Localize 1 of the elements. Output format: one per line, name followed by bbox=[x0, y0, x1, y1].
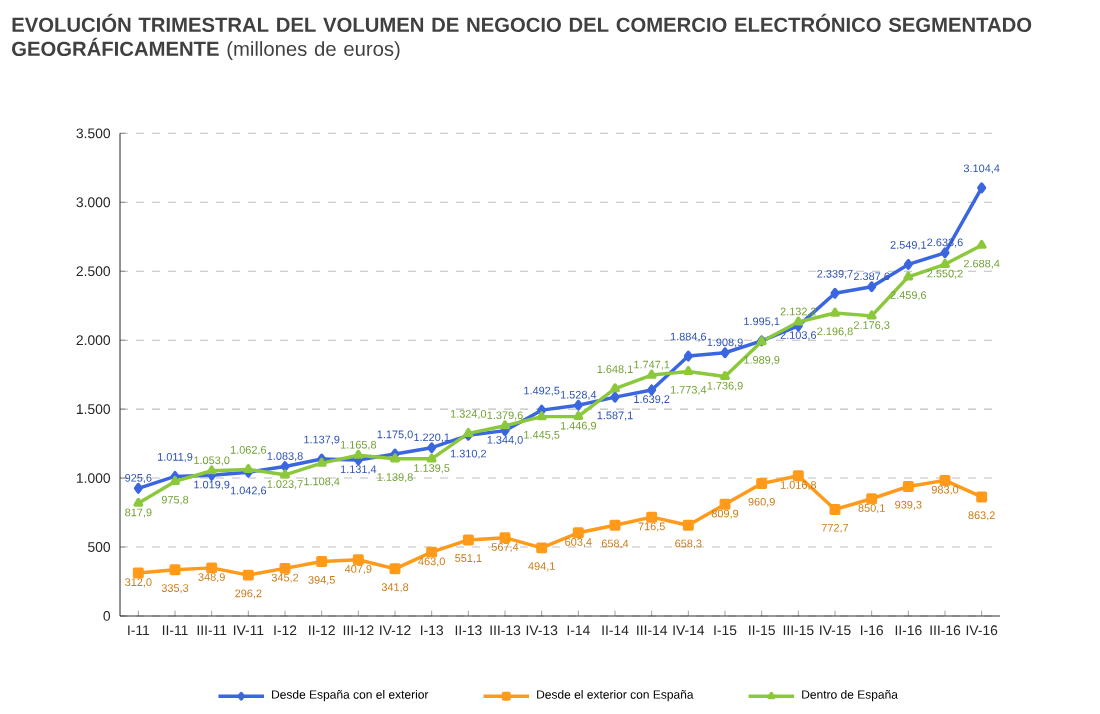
chart-title: EVOLUCIÓN TRIMESTRAL DEL VOLUMEN DE NEGOCIO DEL COMERCIO ELECTRÓNICO SEGMENTADO GEOGRÁFICAMENTE (millones de euros) bbox=[12, 14, 1032, 61]
